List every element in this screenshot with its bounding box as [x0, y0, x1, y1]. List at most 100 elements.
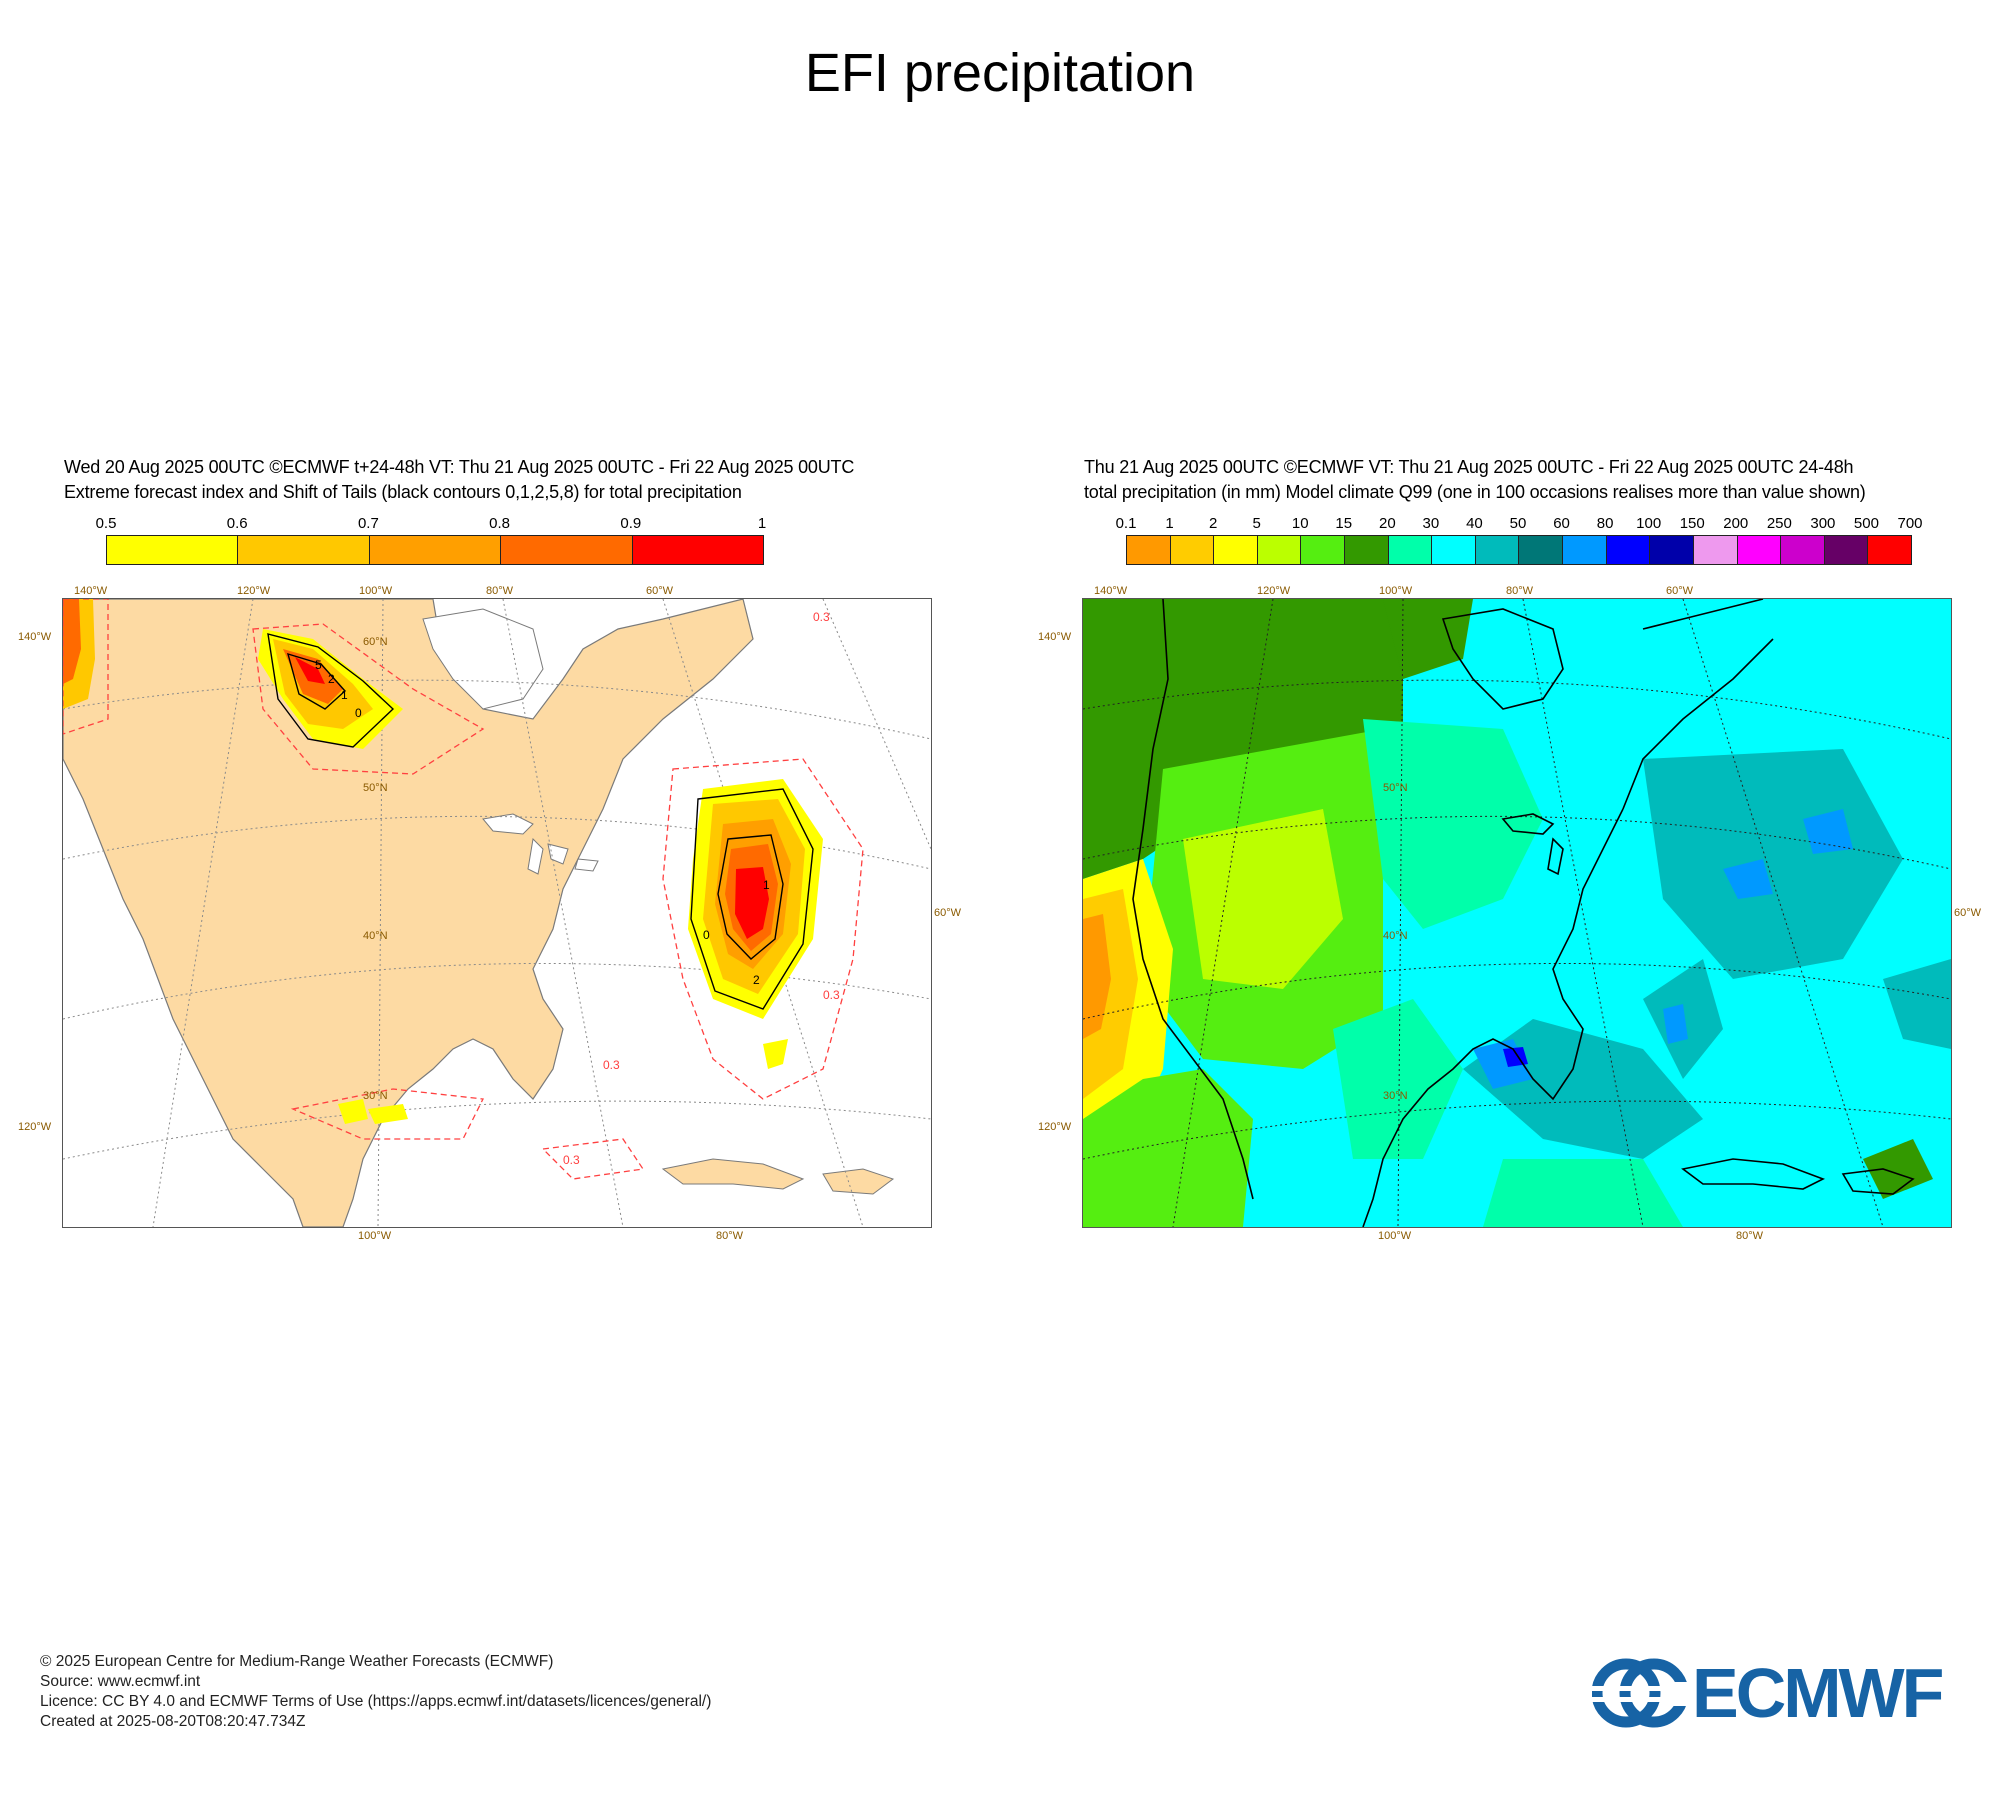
colorbar-swatch	[1824, 536, 1869, 564]
sot-contour-label: 1	[341, 688, 348, 702]
right-axis-label: 60°W	[1954, 907, 1982, 919]
colorbar-swatch	[238, 536, 370, 564]
colorbar-tick-label: 500	[1853, 515, 1879, 532]
colorbar-tick-label: 50	[1509, 515, 1527, 532]
sot-contour-label: 0	[355, 706, 362, 720]
colorbar-swatch	[1519, 536, 1564, 564]
q99-colorbar-ticks: 0.1 1 2 5 10 15 20 30 40 50 60 80 100 150 200 250 300 500…	[1116, 515, 1923, 533]
coastlines	[1132, 599, 1915, 1227]
created-text: Created at 2025-08-20T08:20:47.734Z	[40, 1713, 306, 1730]
left-axis-label: 120°W	[1038, 1121, 1072, 1133]
q99-header-line1: Thu 21 Aug 2025 00UTC ©ECMWF VT: Thu 21 …	[1084, 457, 1854, 477]
bottom-axis-label: 100°W	[1378, 1230, 1412, 1242]
efi-contour-label: 0.3	[813, 610, 830, 624]
left-axis-label: 140°W	[1038, 631, 1072, 643]
left-axis-label: 120°W	[18, 1121, 52, 1133]
ecmwf-logo-icon	[1591, 1658, 1689, 1728]
q99-panel: Thu 21 Aug 2025 00UTC ©ECMWF VT: Thu 21 …	[1038, 455, 1981, 1245]
colorbar-tick-label: 250	[1766, 515, 1792, 532]
colorbar-tick-label: 0.9	[620, 515, 642, 532]
page-title: EFI precipitation	[804, 43, 1196, 103]
top-axis-label: 60°W	[1666, 585, 1694, 597]
top-axis-label: 100°W	[1379, 585, 1413, 597]
colorbar-tick-label: 0.6	[226, 515, 248, 532]
colorbar-swatch	[632, 536, 764, 564]
colorbar-tick-label: 80	[1596, 515, 1614, 532]
lat-label: 30°N	[1383, 1090, 1408, 1102]
colorbar-tick-label: 200	[1723, 515, 1749, 532]
copyright-text: © 2025 European Centre for Medium-Range …	[40, 1653, 554, 1670]
colorbar-tick-label: 1	[1165, 515, 1174, 532]
source-text: Source: www.ecmwf.int	[40, 1673, 201, 1690]
efi-0.3-contours	[63, 599, 864, 1180]
ecmwf-logo[interactable]: ECMWF	[1591, 1658, 1972, 1728]
colorbar-tick-label: 40	[1466, 515, 1483, 532]
colorbar-swatch	[1345, 536, 1389, 564]
colorbar-swatch	[1868, 536, 1911, 564]
lat-label: 40°N	[363, 930, 388, 942]
colorbar-swatch	[1388, 536, 1433, 564]
colorbar-swatch	[1301, 536, 1346, 564]
colorbar-swatch	[1781, 536, 1825, 564]
top-axis-label: 80°W	[486, 585, 514, 597]
graticule	[1083, 599, 1951, 1227]
top-axis-label: 120°W	[1257, 585, 1291, 597]
efi-map[interactable]: 0.3 0.3 0.3 0.3 0 1 2 5 0 1 2 60°N 50°N …	[62, 598, 932, 1228]
colorbar-tick-label: 0.1	[1115, 515, 1137, 532]
efi-colorbar	[106, 535, 764, 565]
colorbar-tick-label: 10	[1291, 515, 1309, 532]
colorbar-tick-label: 150	[1679, 515, 1705, 532]
lat-label: 40°N	[1383, 930, 1408, 942]
top-axis-label: 120°W	[237, 585, 271, 597]
colorbar-swatch	[369, 536, 502, 564]
sot-contour-label: 5	[315, 658, 322, 672]
colorbar-tick-label: 60	[1553, 515, 1570, 532]
colorbar-tick-label: 2	[1208, 515, 1218, 532]
sot-contour-label: 1	[763, 878, 770, 892]
top-axis-label: 60°W	[646, 585, 674, 597]
north-america-land	[63, 599, 754, 1227]
colorbar-swatch	[1170, 536, 1215, 564]
footer: © 2025 European Centre for Medium-Range …	[40, 1652, 711, 1732]
colorbar-swatch	[501, 536, 633, 564]
sot-contour-label: 2	[328, 672, 335, 686]
colorbar-tick-label: 5	[1252, 515, 1261, 532]
lat-label: 50°N	[363, 782, 388, 794]
colorbar-swatch	[1127, 536, 1171, 564]
top-axis-label: 80°W	[1506, 585, 1534, 597]
colorbar-tick-label: 700	[1897, 515, 1923, 532]
efi-contour-label: 0.3	[603, 1058, 620, 1072]
colorbar-tick-label: 100	[1636, 515, 1662, 532]
colorbar-swatch	[1432, 536, 1476, 564]
great-lakes	[482, 813, 599, 875]
licence-text: Licence: CC BY 4.0 and ECMWF Terms of Us…	[40, 1693, 712, 1710]
colorbar-tick-label: 1	[757, 515, 767, 532]
lat-label: 50°N	[1383, 782, 1408, 794]
q99-header-line2: total precipitation (in mm) Model climat…	[1084, 482, 1866, 502]
top-axis-label: 100°W	[359, 585, 393, 597]
top-axis-label: 140°W	[74, 585, 108, 597]
colorbar-tick-label: 0.8	[489, 515, 511, 532]
colorbar-swatch	[1257, 536, 1302, 564]
colorbar-swatch	[107, 536, 239, 564]
latitude-labels: 60°N 50°N 40°N 30°N	[363, 636, 388, 1102]
efi-contour-label: 0.3	[823, 988, 840, 1002]
efi-shading	[63, 599, 823, 1124]
sot-contour-label: 2	[753, 973, 760, 987]
left-axis-label: 140°W	[18, 631, 52, 643]
efi-colorbar-ticks: 0.5 0.6 0.7 0.8 0.9 1	[96, 515, 767, 533]
bottom-axis-label: 80°W	[1736, 1230, 1764, 1242]
bottom-axis-label: 100°W	[358, 1230, 392, 1242]
colorbar-swatch	[1606, 536, 1651, 564]
efi-header-line1: Wed 20 Aug 2025 00UTC ©ECMWF t+24-48h VT…	[64, 457, 855, 477]
q99-map[interactable]: 50°N 40°N 30°N	[1082, 598, 1952, 1228]
hudson-bay	[422, 608, 544, 710]
efi-contour-label: 0.3	[563, 1153, 580, 1167]
latitude-labels: 50°N 40°N 30°N	[1383, 782, 1408, 1102]
colorbar-tick-label: 0.7	[357, 515, 379, 532]
colorbar-swatch	[1563, 536, 1607, 564]
colorbar-swatch	[1650, 536, 1694, 564]
colorbar-swatch	[1475, 536, 1520, 564]
colorbar-tick-label: 300	[1810, 515, 1836, 532]
colorbar-tick-label: 20	[1378, 515, 1396, 532]
